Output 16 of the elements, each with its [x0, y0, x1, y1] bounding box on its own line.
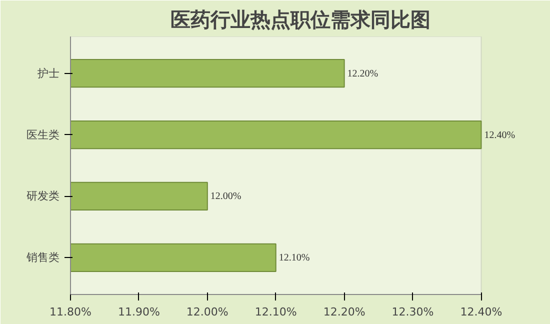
y-tick-label: 销售类	[26, 251, 60, 264]
y-tick-label: 研发类	[26, 190, 60, 203]
x-tick-label: 12.40%	[460, 306, 502, 318]
data-label: 12.10%	[278, 252, 310, 264]
y-tick-label: 护士	[36, 66, 60, 80]
chart-title: 医药行业热点职位需求同比图	[170, 8, 430, 32]
x-tick-label: 11.90%	[118, 306, 160, 318]
x-tick-label: 12.00%	[186, 306, 228, 318]
x-tick-label: 11.80%	[50, 306, 92, 318]
x-tick-label: 12.10%	[254, 306, 297, 318]
data-label: 12.20%	[347, 68, 378, 80]
data-label: 12.00%	[210, 191, 242, 202]
data-label: 12.40%	[484, 130, 516, 141]
x-tick-label: 12.20%	[323, 306, 366, 318]
x-tick-label: 12.30%	[392, 306, 434, 318]
y-tick-label: 医生类	[26, 128, 60, 142]
